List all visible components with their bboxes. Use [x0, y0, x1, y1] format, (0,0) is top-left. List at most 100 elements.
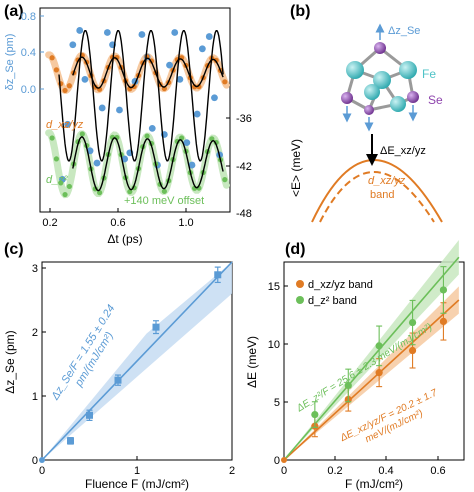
green-data-point [161, 188, 167, 194]
orange-data-point [213, 57, 219, 63]
panel-d-y-tick: 10 [268, 339, 280, 351]
blue-data-point [76, 27, 84, 34]
panel-d-x-tick: 0 [281, 465, 287, 477]
blue-data-point [81, 76, 89, 83]
green-data-point [408, 318, 417, 327]
green-data-point [53, 156, 60, 162]
panel-c-xlabel: Fluence F (mJ/cm²) [85, 477, 189, 491]
panel-d-y-tick: 5 [274, 397, 280, 409]
blue-data-point [103, 29, 111, 36]
orange-data-point [92, 84, 98, 90]
green-fit-curve [72, 136, 224, 192]
legend-orange-marker [296, 280, 304, 288]
panel-a-fit-curves [58, 30, 224, 192]
se-atoms [341, 42, 419, 115]
green-data-point [49, 135, 55, 141]
blue-fit-curve [58, 30, 224, 162]
panel-a-left-tick: 0.4 [21, 47, 36, 59]
panel-a-right-tick: -42 [236, 161, 252, 173]
panel-a: (a) 0.8 0.4 0.0 δz_Se (pm) -36 -42 -48 d… [4, 3, 252, 246]
panel-a-offset-note: +140 meV offset [124, 195, 204, 207]
legend-green-label: d_z² band [308, 295, 357, 307]
displacement-arrows [342, 23, 418, 132]
blue-data-point [205, 33, 213, 40]
panel-b-band-label-2: band [370, 189, 394, 201]
panel-d-plot-area [281, 240, 460, 463]
orange-data-point [408, 346, 417, 355]
panel-d-ylabel: ΔE (meV) [245, 336, 259, 388]
green-data-point [62, 191, 68, 198]
orange-data-point [191, 84, 198, 90]
panel-b-label: (b) [290, 3, 310, 20]
panel-c-y-tick: 1 [32, 391, 38, 403]
legend-orange-label: d_xz/yz band [308, 279, 373, 291]
blue-data-point [193, 110, 201, 118]
panel-c-x-tick: 1 [134, 465, 140, 477]
blue-data-point [116, 106, 123, 114]
orange-data-point [66, 83, 72, 89]
green-data-point [439, 286, 448, 294]
orange-data-point [58, 81, 64, 87]
panel-a-green-label: d_z² [46, 174, 68, 186]
panel-a-right-tick: -36 [236, 113, 252, 125]
origin-point [39, 457, 45, 463]
panel-b-de-label: ΔE_xz/yz [380, 145, 426, 157]
green-data-point [311, 410, 319, 419]
orange-fit-curve [72, 56, 224, 89]
blue-data-point [188, 161, 196, 169]
orange-data-point [375, 369, 383, 377]
green-data-point [375, 342, 383, 350]
panel-a-x-tick: 0.2 [42, 217, 57, 229]
data-point [114, 376, 122, 384]
panel-a-label: (a) [4, 3, 24, 20]
panel-d-label: (d) [285, 241, 305, 258]
panel-b-band-label-1: d_xz/yz [368, 175, 406, 187]
data-point [86, 411, 93, 419]
panel-c-label: (c) [4, 241, 24, 258]
panel-d-x-tick: 0.6 [430, 465, 445, 477]
blue-data-point [148, 124, 156, 132]
orange-data-point [62, 87, 68, 94]
panel-c-x-tick: 2 [229, 465, 235, 477]
panel-b-fe-label: Fe [422, 67, 436, 81]
data-point [214, 271, 222, 279]
panel-c-y-tick: 0 [32, 455, 38, 467]
blue-data-point [121, 155, 129, 163]
orange-data-point [222, 79, 228, 85]
blue-data-point [211, 94, 218, 102]
panel-a-xlabel: Δt (ps) [107, 232, 142, 246]
fe-atoms [346, 61, 417, 112]
legend-green-marker [296, 296, 304, 304]
green-data-point [79, 131, 85, 137]
blue-data-point [171, 29, 179, 36]
band-dashed-curve [319, 171, 435, 223]
panel-c-y-tick: 3 [32, 263, 38, 275]
panel-d-x-tick: 0.4 [378, 465, 393, 477]
panel-a-x-tick: 1.0 [178, 217, 193, 229]
blue-data-point [198, 45, 206, 53]
green-data-point [127, 189, 133, 195]
orange-data-point [439, 317, 448, 325]
panel-d-y-tick: 15 [268, 281, 280, 293]
panel-b-dz-label: Δz_Se [388, 25, 420, 37]
green-data-point [66, 183, 72, 190]
panel-a-frame [39, 7, 231, 213]
orange-data-point [53, 67, 60, 73]
panel-c-y-tick: 2 [32, 327, 38, 339]
panel-a-right-tick: -48 [236, 208, 252, 220]
panel-b: (b) Δz_Se Fe Se [289, 3, 443, 223]
blue-data-point [166, 61, 173, 69]
blue-data-point [93, 159, 101, 167]
panel-b-ylabel: <E> (meV) [289, 139, 303, 197]
orange-data-point [49, 55, 55, 61]
blue-data-point [138, 31, 146, 38]
orange-confidence-band [284, 286, 459, 460]
blue-data-point [176, 76, 184, 83]
orange-data-point [196, 84, 202, 90]
panel-c: (c) 0 1 2 3 0 1 2 Δz_Se (pm) Fluence F (… [3, 241, 235, 491]
green-data-point [344, 381, 352, 390]
panel-d-xlabel: F (mJ/cm²) [345, 477, 403, 491]
green-data-point [222, 177, 228, 183]
data-point [152, 323, 160, 331]
